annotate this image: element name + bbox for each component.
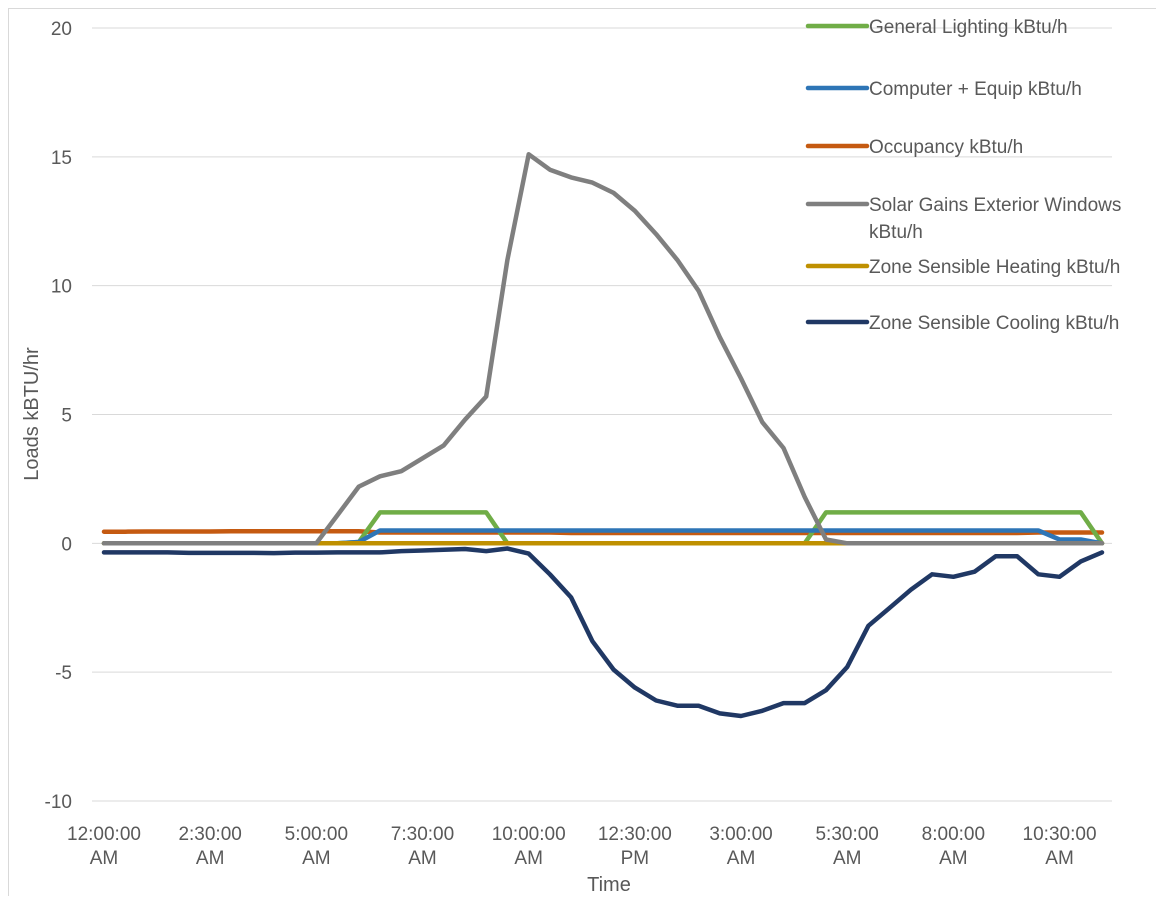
x-tick-label: 10:30:00 AM xyxy=(1023,824,1097,869)
x-tick-label: 12:00:00 AM xyxy=(67,824,141,869)
x-tick-label: 3:00:00 AM xyxy=(709,824,772,869)
x-axis-title: Time xyxy=(587,874,631,896)
series-line-solar-gains-exterior-windows-kbtu-h xyxy=(101,152,1105,546)
x-tick-label: 12:30:00 PM xyxy=(598,824,672,869)
x-tick-label: 10:00:00 AM xyxy=(492,824,566,869)
chart-frame xyxy=(8,8,1156,896)
y-tick-label: 20 xyxy=(51,19,72,40)
series-lines xyxy=(101,152,1105,719)
x-tick-label: 8:00:00 AM xyxy=(922,824,985,869)
y-tick-label: 10 xyxy=(51,277,72,298)
legend-label: General Lighting kBtu/h xyxy=(869,17,1068,38)
series-line-occupancy-kbtu-h xyxy=(101,528,1105,536)
legend-label: Occupancy kBtu/h xyxy=(869,137,1023,158)
series-line-general-lighting-kbtu-h xyxy=(101,510,1105,546)
legend-label: Zone Sensible Cooling kBtu/h xyxy=(869,313,1119,334)
x-tick-label: 2:30:00 AM xyxy=(178,824,241,869)
y-tick-label: 5 xyxy=(61,406,72,427)
x-tick-label: 5:00:00 AM xyxy=(285,824,348,869)
y-axis-tick-labels: -10 -5 0 5 10 15 20 xyxy=(45,19,72,813)
y-tick-label: -5 xyxy=(55,663,72,684)
y-tick-label: -10 xyxy=(45,792,72,813)
legend-label: Computer + Equip kBtu/h xyxy=(869,79,1082,100)
y-axis-title: Loads kBTU/hr xyxy=(21,347,43,481)
y-tick-label: 15 xyxy=(51,148,72,169)
legend: General Lighting kBtu/h Computer + Equip … xyxy=(805,17,1121,334)
x-tick-label: 5:30:00 AM xyxy=(815,824,878,869)
x-tick-label: 7:30:00 AM xyxy=(391,824,454,869)
y-tick-label: 0 xyxy=(61,534,72,555)
series-line-zone-sensible-cooling-kbtu-h xyxy=(101,546,1105,719)
x-axis-tick-labels: 12:00:00 AM 2:30:00 AM 5:00:00 AM 7:30:00 AM 10:… xyxy=(67,824,1097,869)
legend-label: Zone Sensible Heating kBtu/h xyxy=(869,257,1120,278)
legend-label: Solar Gains Exterior Windows kBtu/h xyxy=(869,195,1121,243)
